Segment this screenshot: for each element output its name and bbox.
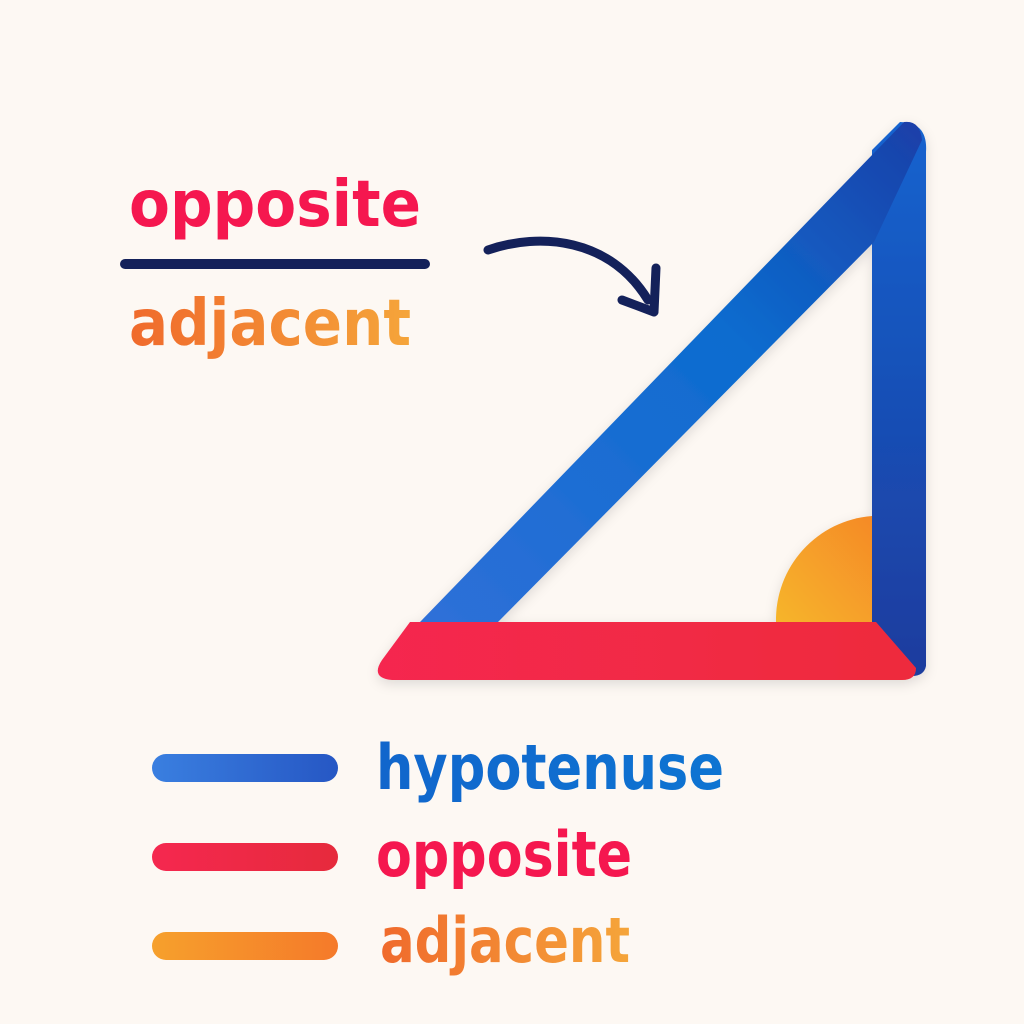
base-side — [377, 622, 916, 680]
vertical-leg — [872, 122, 927, 676]
legend-item-hypotenuse: hypotenuse — [152, 731, 724, 804]
legend-swatch-opposite — [152, 843, 338, 871]
legend: hypotenuse opposite adjacent — [152, 731, 724, 977]
legend-label-hypotenuse: hypotenuse — [376, 731, 724, 804]
fraction-bar — [120, 259, 430, 269]
legend-item-adjacent: adjacent — [152, 904, 630, 977]
hypotenuse-side — [420, 121, 922, 623]
curved-arrow-icon — [483, 236, 661, 317]
legend-item-opposite: opposite — [152, 818, 632, 891]
fraction-denominator: adjacent — [129, 287, 411, 361]
legend-label-adjacent: adjacent — [380, 904, 630, 977]
fraction: opposite adjacent — [120, 168, 430, 361]
right-triangle — [377, 121, 927, 680]
angle-marker — [775, 516, 872, 622]
legend-label-opposite: opposite — [376, 818, 632, 891]
fraction-numerator: opposite — [129, 168, 421, 242]
legend-swatch-adjacent — [152, 932, 338, 960]
legend-swatch-hypotenuse — [152, 754, 338, 782]
